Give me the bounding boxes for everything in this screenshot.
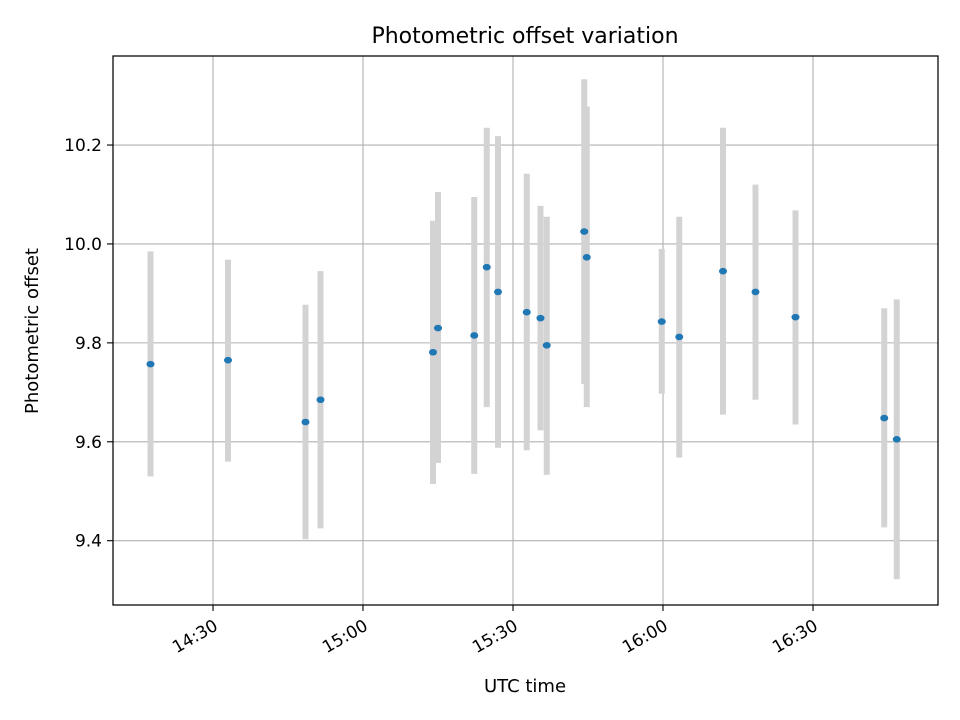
- y-axis-label: Photometric offset: [22, 248, 43, 414]
- plot-frame: [112, 55, 939, 606]
- data-point: [542, 342, 551, 349]
- data-point: [494, 288, 502, 296]
- data-point: [316, 396, 325, 404]
- x-tick-label: 16:00: [619, 616, 671, 658]
- data-point: [657, 318, 666, 325]
- y-tick-label: 9.4: [75, 532, 102, 552]
- data-point: [224, 356, 232, 364]
- data-point: [675, 333, 684, 341]
- data-point: [301, 418, 310, 426]
- data-point: [751, 288, 760, 296]
- data-point: [470, 332, 479, 339]
- data-point: [522, 308, 531, 316]
- data-point: [482, 263, 491, 271]
- x-axis-label: UTC time: [484, 676, 566, 697]
- data-point: [582, 253, 591, 261]
- data-point: [791, 313, 800, 321]
- ticks: 14:30 15:00 15:30 16:00 16:30 9.4 9.6 9.8 10.0 10…: [64, 136, 821, 658]
- data-points: [146, 228, 901, 443]
- x-tick-label: 16:30: [769, 616, 821, 658]
- y-tick-label: 10.0: [64, 235, 102, 255]
- y-tick-label: 9.6: [75, 433, 102, 453]
- data-point: [146, 360, 155, 368]
- data-point: [536, 314, 545, 322]
- errorbars: [147, 79, 900, 580]
- data-point: [434, 324, 442, 332]
- data-point: [880, 414, 889, 422]
- data-point: [429, 348, 437, 356]
- x-tick-label: 14:30: [169, 616, 221, 658]
- data-point: [719, 267, 727, 275]
- y-tick-label: 10.2: [64, 136, 102, 156]
- data-point: [892, 436, 901, 443]
- x-tick-label: 15:30: [469, 616, 521, 658]
- y-tick-label: 9.8: [75, 334, 102, 354]
- chart-title: Photometric offset variation: [371, 24, 678, 49]
- x-tick-label: 15:00: [319, 616, 371, 658]
- data-point: [580, 228, 589, 235]
